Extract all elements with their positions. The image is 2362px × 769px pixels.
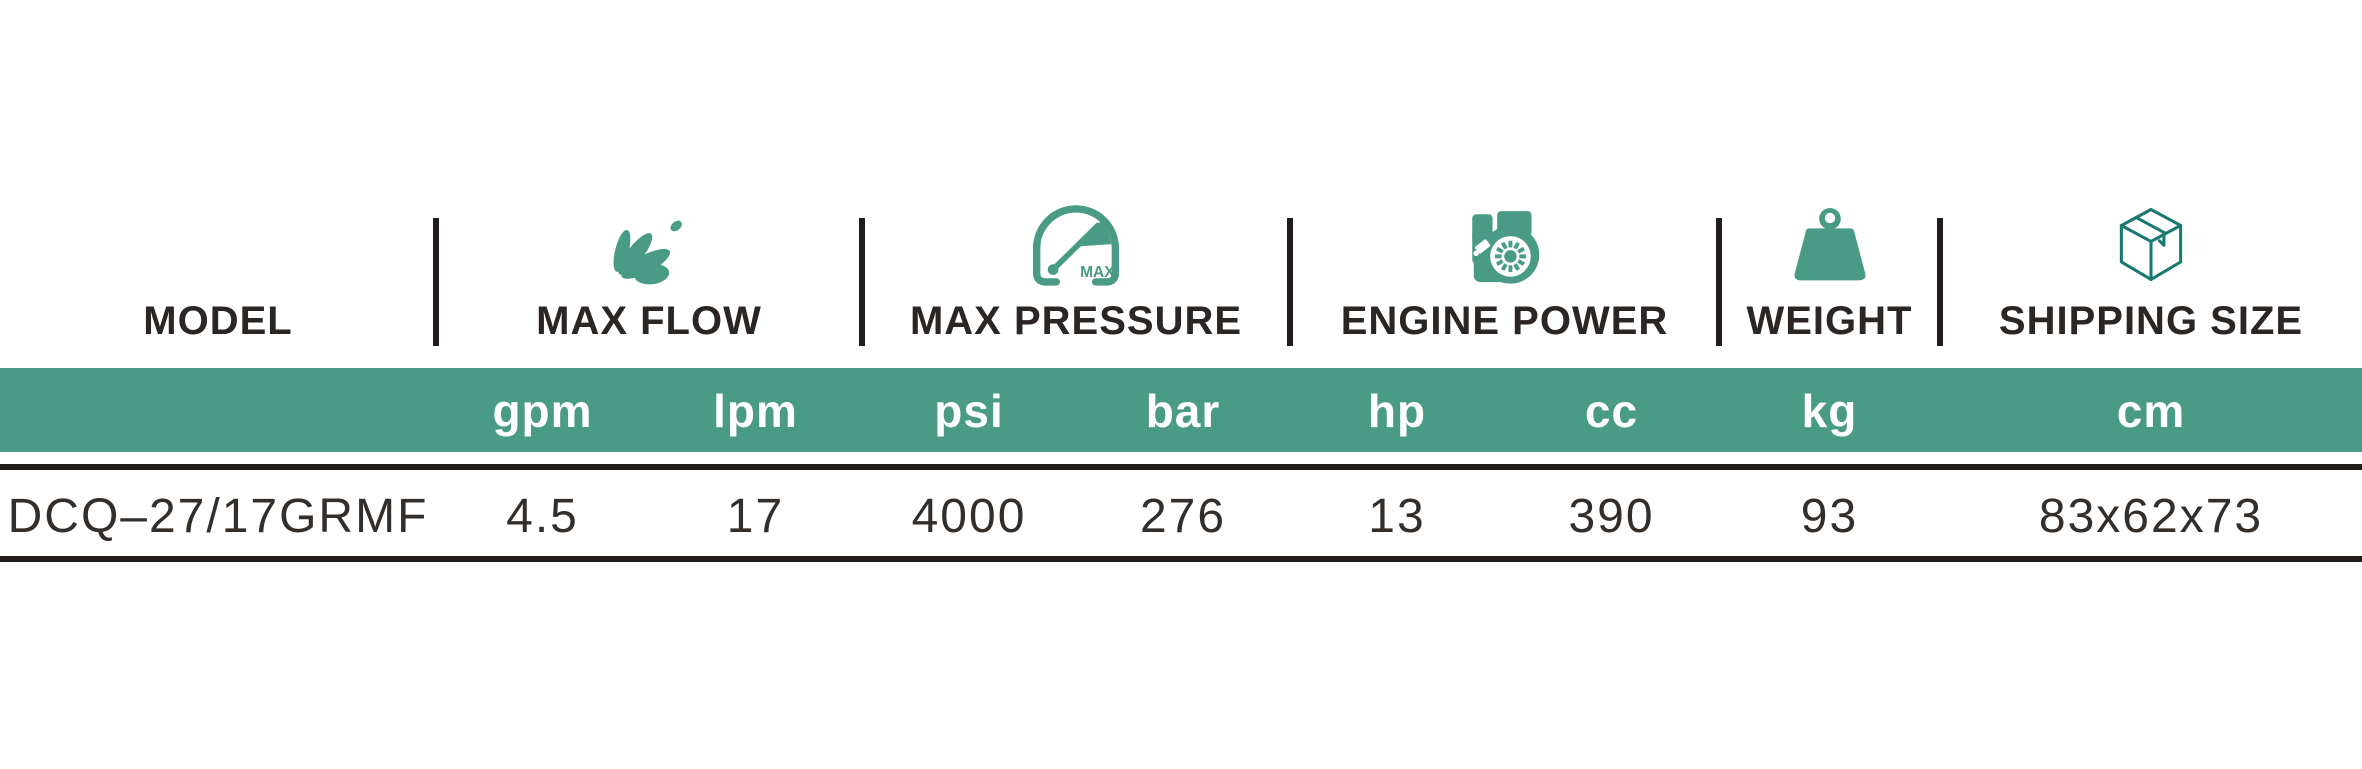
column-group-shipping-size: SHIPPING SIZE (1940, 0, 2362, 348)
unit-cc: cc (1584, 385, 1639, 437)
column-group-max-flow: MAX FLOW (436, 0, 862, 348)
box-icon (2119, 207, 2183, 281)
value-gpm: 4.5 (506, 489, 579, 543)
weight-icon (1794, 208, 1865, 281)
column-group-max-pressure: MAX MAX PRESSURE (862, 0, 1290, 348)
value-cc: 390 (1568, 489, 1655, 543)
divider-weight-shipping (1937, 218, 1943, 346)
gauge-max-label: MAX (1080, 264, 1115, 281)
max-pressure-header-label: MAX PRESSURE (909, 299, 1243, 343)
gauge-icon: MAX (1032, 205, 1120, 286)
engine-power-header-label: ENGINE POWER (1340, 299, 1669, 343)
unit-gpm: gpm (492, 385, 593, 437)
column-group-weight: WEIGHT (1719, 0, 1940, 348)
model-value: DCQ–27/17GRMF (7, 489, 429, 543)
divider-flow-pressure (859, 218, 865, 346)
unit-cm: cm (2116, 385, 2186, 437)
divider-engine-weight (1716, 218, 1722, 346)
splash-icon (613, 220, 682, 285)
units-band: gpm lpm psi bar hp cc kg cm (0, 368, 2362, 452)
value-lpm: 17 (726, 489, 785, 543)
value-psi: 4000 (911, 489, 1027, 543)
rule-bottom (0, 556, 2362, 562)
divider-model-flow (433, 218, 439, 346)
unit-kg: kg (1801, 385, 1858, 437)
unit-bar: bar (1145, 385, 1221, 437)
unit-hp: hp (1367, 385, 1427, 437)
engine-icon (1471, 211, 1539, 284)
weight-header-label: WEIGHT (1746, 299, 1913, 343)
unit-spacer (0, 368, 436, 452)
value-shipping-size: 83x62x73 (2038, 489, 2264, 543)
table-row: DCQ–27/17GRMF 4.5 17 4000 276 13 390 93 … (0, 470, 2362, 556)
shipping-size-header-label: SHIPPING SIZE (1998, 299, 2304, 343)
rule-top (0, 464, 2362, 470)
unit-lpm: lpm (713, 385, 798, 437)
value-bar: 276 (1139, 489, 1227, 543)
column-group-engine-power: ENGINE POWER (1290, 0, 1719, 348)
column-group-model: MODEL (0, 0, 436, 348)
value-kg: 93 (1800, 489, 1859, 543)
max-flow-header-label: MAX FLOW (536, 299, 762, 343)
model-header-label: MODEL (143, 299, 293, 343)
header-row: MODEL MAX FLOW MAX MA (0, 0, 2362, 348)
unit-psi: psi (934, 385, 1004, 437)
value-hp: 13 (1368, 489, 1426, 543)
divider-pressure-engine (1287, 218, 1293, 346)
